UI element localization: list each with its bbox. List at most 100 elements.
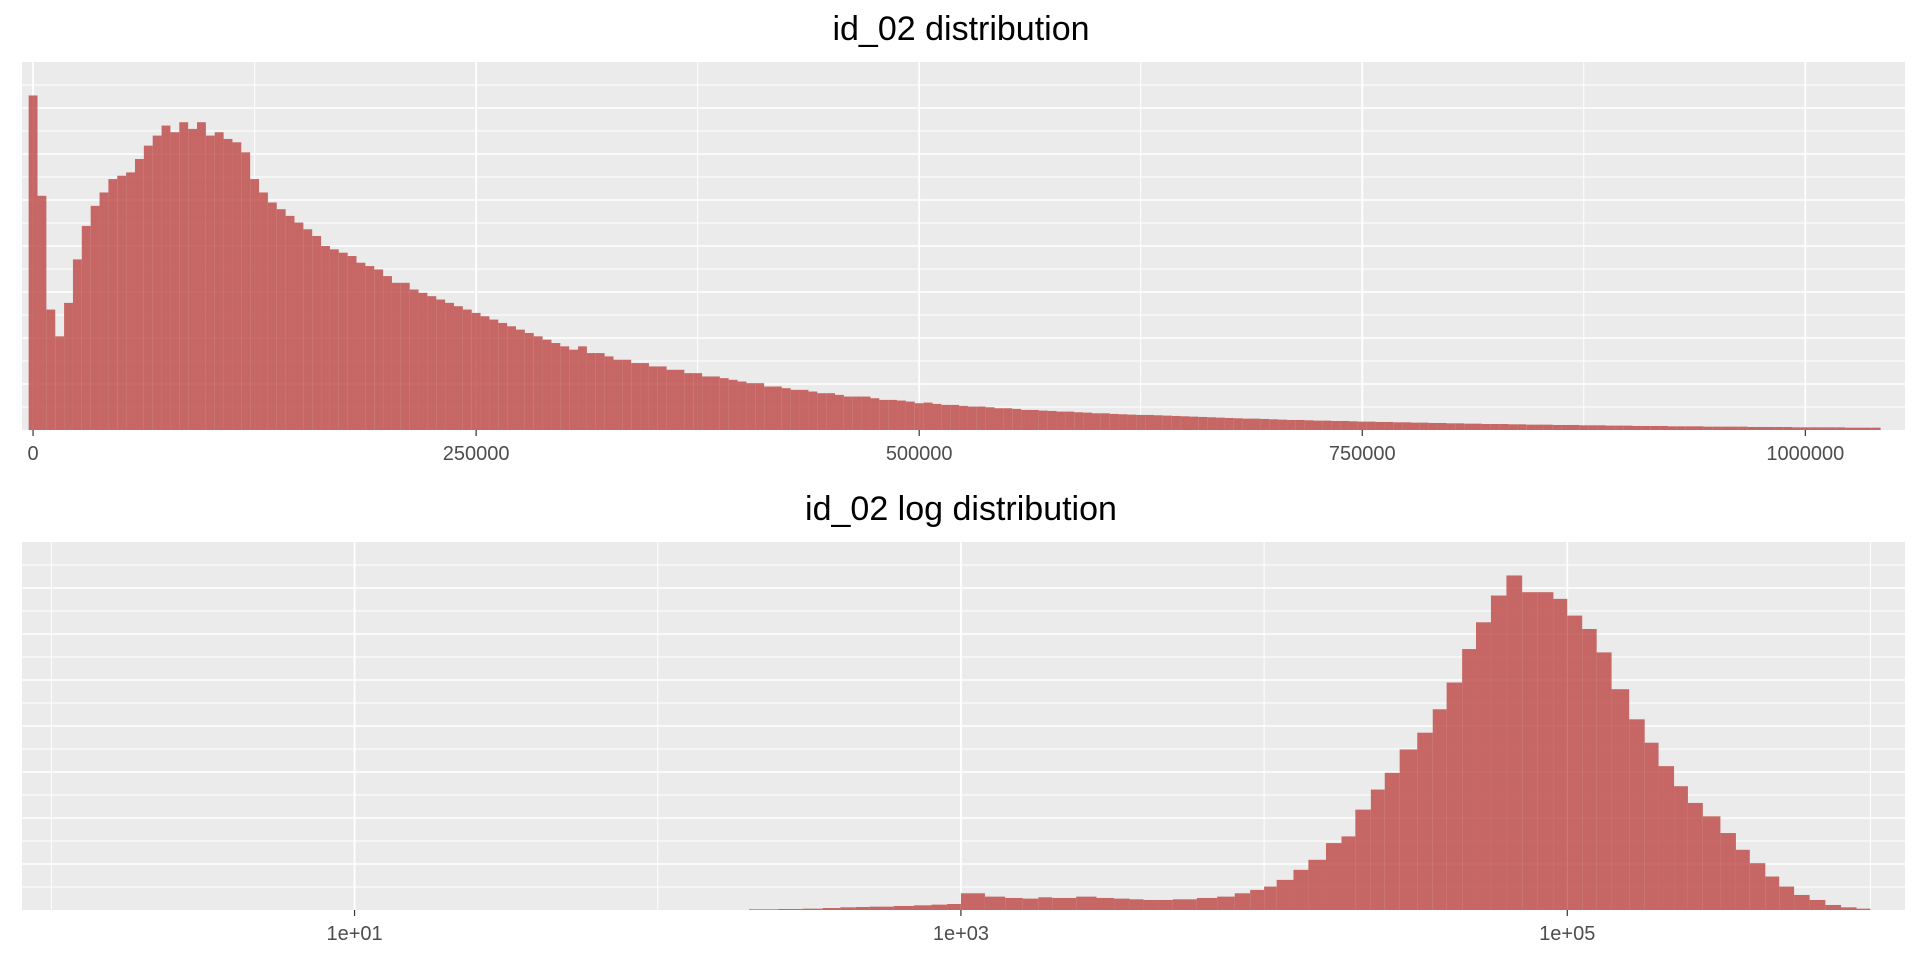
histogram-bar [1065,411,1075,430]
histogram-bar [749,909,779,910]
histogram-bar [843,396,853,430]
histogram-bar [960,893,985,910]
histogram-bar [347,256,357,430]
histogram-bar [923,402,933,430]
x-tick-label: 750000 [1329,443,1396,465]
histogram-bar [950,404,960,430]
histogram-bar [1614,425,1624,430]
histogram-bar [99,192,109,430]
histogram-bar [1674,786,1688,910]
histogram-bar [888,399,898,430]
histogram-bar [1825,904,1842,910]
histogram-bar [1437,422,1447,430]
histogram-bar [1127,414,1137,430]
histogram-bar [1659,425,1668,430]
histogram-bar [81,225,91,430]
histogram-bar [822,907,841,910]
histogram-bar [781,388,791,430]
histogram-bar [861,396,871,430]
histogram-bar [1641,425,1651,430]
histogram-bar [1446,682,1463,910]
histogram-bar [1143,899,1159,910]
histogram-bar [1455,423,1465,430]
histogram-bar [365,266,375,430]
histogram-bar [1096,897,1115,910]
histogram-bar [755,383,765,430]
histogram-bar [826,393,836,430]
histogram-bar [1854,427,1863,430]
histogram-bar [1432,709,1447,910]
histogram-bar [170,132,180,430]
histogram-bar [666,369,676,430]
x-tick-label: 1e+05 [1539,923,1595,945]
histogram-bar [1399,749,1418,910]
histogram-bar [1774,426,1784,430]
histogram-bar [1172,899,1197,910]
histogram-bar [1233,418,1243,430]
histogram-bar [1216,417,1225,430]
histogram-bar [1623,425,1633,430]
histogram-bar [1145,414,1155,430]
histogram-bar [1207,417,1217,430]
histogram-bar [391,282,401,430]
histogram-bar [1005,897,1023,910]
histogram-bar [855,906,870,910]
histogram-bar [914,403,924,430]
histogram-bar [1100,413,1110,430]
histogram-bar [1809,427,1819,430]
histogram-bar [1552,424,1562,430]
histogram-bar [1083,412,1092,430]
histogram-bar [445,302,454,430]
histogram-bar [835,394,844,430]
histogram-bar [1650,425,1660,430]
histogram-bar [1611,689,1630,910]
histogram-bar [684,373,694,430]
histogram-bar [1198,416,1208,430]
histogram-bar [931,904,948,910]
histogram-bar [802,908,823,910]
histogram-bar [1597,425,1606,430]
histogram-bar [1561,424,1571,430]
histogram-bar [746,383,756,430]
histogram-bar [338,252,348,430]
histogram-bar [1109,413,1119,430]
histogram-bar [893,905,914,910]
histogram-bar [1417,732,1433,910]
histogram-bar [985,407,995,430]
histogram-bar [356,262,366,430]
histogram-bar [1278,419,1287,430]
histogram-bar [1629,719,1645,910]
histogram-bar [232,142,242,431]
histogram-bar [913,905,932,910]
histogram-bar [1410,422,1420,430]
histogram-bar [28,95,38,431]
histogram-bar [1295,419,1305,430]
histogram-bar [1180,416,1190,430]
histogram-bar [1506,575,1523,910]
histogram-bar [143,145,153,431]
histogram-bar [719,378,729,430]
histogram-bar [1384,421,1394,430]
histogram-bar [941,404,951,430]
histogram-bar [1862,427,1872,430]
histogram-bar [1567,615,1583,910]
histogram-bar [1242,418,1252,430]
histogram-bar [1856,908,1871,910]
histogram-bar [1217,896,1235,910]
histogram-bar [947,903,961,910]
histogram-bar [675,369,685,430]
histogram-bar [1038,897,1053,910]
histogram-bar [1676,426,1686,430]
histogram-bar [790,389,800,430]
x-tick-label: 1000000 [1766,443,1844,465]
histogram-bar [1348,421,1358,430]
histogram-bar [1841,907,1857,910]
histogram-bar [117,175,127,430]
histogram-bar [817,393,827,430]
histogram-bar [622,359,632,430]
histogram-bar [1129,899,1144,910]
histogram-bar [1756,426,1766,430]
histogram-bar [1224,417,1234,430]
histogram-bar [1251,418,1261,430]
